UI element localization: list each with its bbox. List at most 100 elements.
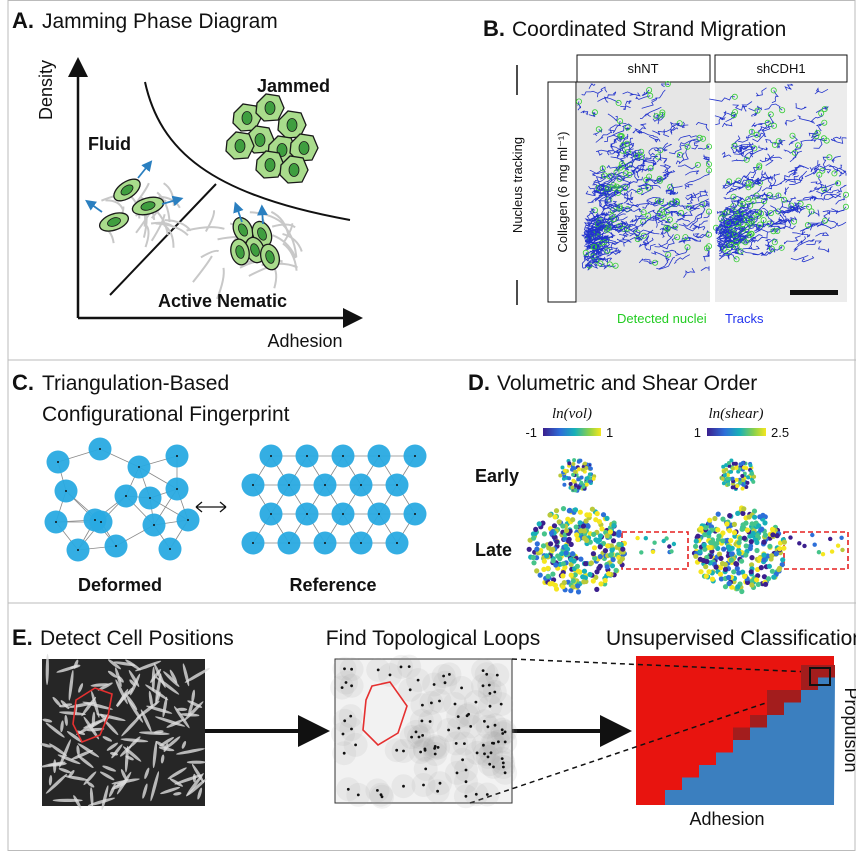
cell-position [343, 719, 346, 722]
cell-point [714, 541, 719, 546]
cell-position [456, 772, 459, 775]
caption: Reference [289, 575, 376, 595]
cell-position [439, 782, 442, 785]
particle-center [77, 549, 79, 551]
cell-position [483, 752, 486, 755]
cell-position [380, 793, 383, 796]
cell-position [349, 715, 352, 718]
cell-position [429, 720, 432, 723]
cell-position [354, 744, 357, 747]
cell-point [817, 550, 821, 554]
cell-point [763, 533, 768, 538]
cell-point [714, 565, 719, 570]
cell-position [418, 736, 421, 739]
nucleus [299, 142, 309, 155]
cell-point [742, 574, 747, 579]
cell-point [754, 548, 759, 553]
cell-point [731, 477, 735, 481]
cell-point [570, 517, 575, 522]
cell-point [610, 563, 615, 568]
cell-point [754, 577, 759, 582]
cell-position [476, 752, 479, 755]
cell-point [593, 537, 598, 542]
cell-point [782, 540, 787, 545]
particle-center [378, 455, 380, 457]
cell-point [710, 577, 715, 582]
cell-point [780, 557, 785, 562]
particle-center [342, 455, 344, 457]
colorbar-label: ln(shear) [709, 406, 764, 422]
cell-point [639, 550, 643, 554]
cell-position [415, 731, 418, 734]
cell-point [604, 516, 609, 521]
cell-point [740, 511, 745, 516]
cell-point [570, 551, 575, 556]
cell-point [553, 583, 558, 588]
cell-point [722, 470, 726, 474]
cell-point [563, 469, 567, 473]
cell-streak [53, 799, 83, 802]
particle-center [94, 519, 96, 521]
cell-point [568, 588, 573, 593]
cell-point [554, 508, 559, 513]
cell-position [350, 684, 353, 687]
figure: A. Jamming Phase Diagram Density Adhesio… [0, 0, 856, 851]
panel-title: Coordinated Strand Migration [512, 18, 786, 41]
cell-point [611, 523, 616, 528]
cell-point [546, 574, 551, 579]
cell-position [341, 686, 344, 689]
fiber [201, 251, 219, 258]
cell-point [560, 573, 565, 578]
panel-title: Configurational Fingerprint [42, 403, 290, 426]
cell-point [662, 539, 666, 543]
cell-position [395, 749, 398, 752]
region-label: Fluid [88, 134, 131, 154]
particle-center [252, 484, 254, 486]
cell-point [769, 553, 774, 558]
nucleus [255, 134, 265, 147]
cell-position [357, 794, 360, 797]
cell-position [438, 700, 441, 703]
cell-point [693, 554, 698, 559]
cell-point [836, 544, 840, 548]
cell-point [534, 568, 539, 573]
cell-position [491, 742, 494, 745]
cell-position [463, 742, 466, 745]
cell-point [585, 476, 589, 480]
colorbar-min: 1 [694, 425, 701, 440]
nucleus [265, 102, 275, 115]
particle-center [270, 513, 272, 515]
scale-bar [790, 290, 838, 295]
cell-point [553, 514, 558, 519]
cell-position [488, 684, 491, 687]
cell-position [402, 785, 405, 788]
cell-point [762, 520, 767, 525]
cell-position [487, 725, 490, 728]
cell-point [583, 462, 587, 466]
cell-point [560, 523, 565, 528]
cell-point [576, 589, 581, 594]
cell-point [741, 478, 745, 482]
cell-point [770, 532, 775, 537]
particle-center [360, 542, 362, 544]
cell-position [465, 780, 468, 783]
cell-point [776, 567, 781, 572]
cell-point [742, 466, 746, 470]
cell-streak [193, 774, 196, 783]
cell-point [569, 573, 574, 578]
cell-point [605, 564, 610, 569]
cell-position [497, 740, 500, 743]
cell-point [594, 587, 599, 592]
cell-point [734, 562, 739, 567]
cell-position [422, 784, 425, 787]
cell-position [421, 720, 424, 723]
cell-position [402, 750, 405, 753]
cell-point [577, 485, 581, 489]
cell-point [727, 513, 732, 518]
cell-point [703, 564, 708, 569]
cell [226, 132, 254, 159]
cell-position [350, 668, 353, 671]
cell-point [583, 561, 588, 566]
cell-position [350, 728, 353, 731]
fiber [206, 210, 214, 231]
